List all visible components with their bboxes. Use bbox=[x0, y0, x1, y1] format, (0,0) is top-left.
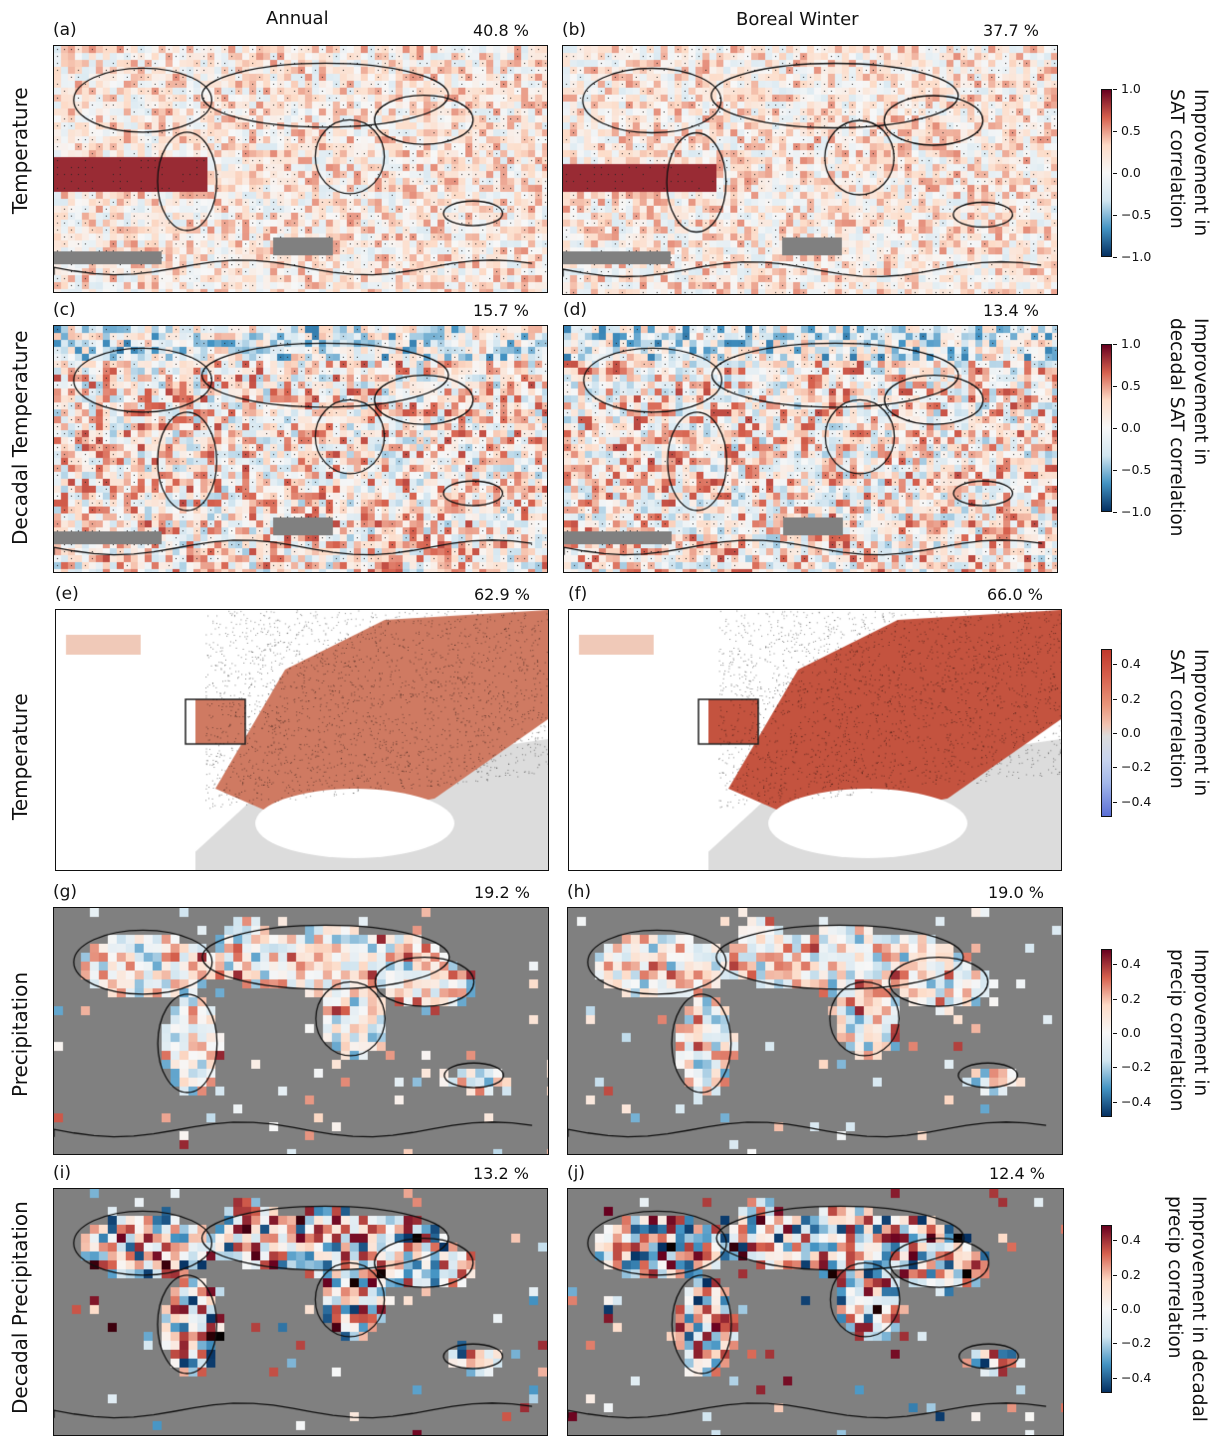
colorbar-tick: 1.0 bbox=[1113, 336, 1141, 351]
colorbar-label-line-1: Improvement in bbox=[1190, 89, 1211, 237]
colorbar-tick: −0.2 bbox=[1113, 1059, 1151, 1074]
map-canvas bbox=[563, 46, 1057, 294]
colorbar bbox=[1101, 649, 1112, 817]
map-canvas bbox=[54, 46, 547, 292]
panel-label: (f) bbox=[568, 584, 588, 604]
colorbar bbox=[1101, 1225, 1112, 1393]
colorbar-label-line-1: Improvement in bbox=[1190, 649, 1211, 797]
colorbar-tick: −0.2 bbox=[1113, 759, 1151, 774]
colorbar-label-line-2: precip correlation bbox=[1166, 949, 1187, 1112]
panel-percent: 15.7 % bbox=[473, 301, 529, 320]
colorbar-label-line-1: Improvement in bbox=[1190, 949, 1211, 1097]
row-label-temperature-europe: Temperature bbox=[8, 693, 32, 820]
colorbar-label-line-2: SAT correlation bbox=[1166, 649, 1187, 789]
panel-percent: 37.7 % bbox=[983, 21, 1039, 40]
colorbar-label-line-2: decadal SAT correlation bbox=[1166, 318, 1187, 537]
column-title-annual: Annual bbox=[266, 8, 329, 29]
colorbar-label: Improvement in SAT correlation bbox=[1164, 89, 1212, 236]
colorbar-tick: 0.0 bbox=[1113, 420, 1141, 435]
panel-label: (b) bbox=[562, 20, 587, 40]
panel-label: (j) bbox=[567, 1163, 585, 1183]
panel-label: (i) bbox=[53, 1163, 71, 1183]
panel-percent: 66.0 % bbox=[987, 585, 1043, 604]
panel-percent: 12.4 % bbox=[989, 1164, 1045, 1183]
panel-label: (e) bbox=[55, 584, 79, 604]
colorbar-label-line-1: Improvement in bbox=[1190, 318, 1211, 466]
panel-percent: 62.9 % bbox=[474, 585, 530, 604]
colorbar-tick: 0.0 bbox=[1113, 725, 1141, 740]
map-panel-d bbox=[563, 325, 1058, 573]
colorbar-tick: 0.2 bbox=[1113, 991, 1141, 1006]
panel-label: (d) bbox=[563, 300, 588, 320]
map-canvas bbox=[568, 1189, 1063, 1435]
colorbar-label: Improvement in decadal precip correlation bbox=[1162, 1196, 1210, 1422]
row-label-precipitation: Precipitation bbox=[8, 971, 32, 1097]
map-panel-e bbox=[55, 609, 549, 871]
map-panel-g bbox=[53, 907, 549, 1155]
map-panel-a bbox=[53, 45, 548, 293]
row-label-decadal-precipitation: Decadal Precipitation bbox=[8, 1201, 32, 1414]
colorbar-tick: −0.2 bbox=[1113, 1335, 1151, 1350]
map-canvas bbox=[564, 326, 1057, 572]
column-title-boreal-winter: Boreal Winter bbox=[736, 9, 859, 30]
panel-percent: 13.4 % bbox=[983, 301, 1039, 320]
colorbar-tick: −0.4 bbox=[1113, 1370, 1151, 1385]
colorbar-tick: −1.0 bbox=[1113, 249, 1151, 264]
map-canvas bbox=[54, 326, 547, 572]
panel-percent: 19.2 % bbox=[474, 883, 530, 902]
colorbar-tick: 0.2 bbox=[1113, 1267, 1141, 1282]
colorbar-tick: 1.0 bbox=[1113, 81, 1141, 96]
colorbar-tick: −1.0 bbox=[1113, 504, 1151, 519]
map-canvas bbox=[56, 610, 548, 870]
map-canvas bbox=[54, 1189, 547, 1435]
map-canvas bbox=[54, 908, 548, 1154]
panel-percent: 19.0 % bbox=[988, 883, 1044, 902]
colorbar-tick: 0.4 bbox=[1113, 656, 1141, 671]
colorbar-tick: 0.0 bbox=[1113, 1025, 1141, 1040]
colorbar-tick: −0.5 bbox=[1113, 207, 1151, 222]
colorbar bbox=[1101, 949, 1112, 1117]
map-canvas bbox=[568, 908, 1062, 1154]
map-panel-f bbox=[568, 609, 1062, 871]
colorbar-label: Improvement in decadal SAT correlation bbox=[1164, 318, 1212, 537]
map-panel-h bbox=[567, 907, 1063, 1155]
row-label-temperature: Temperature bbox=[8, 87, 32, 214]
colorbar-tick: 0.2 bbox=[1113, 691, 1141, 706]
map-panel-j bbox=[567, 1188, 1064, 1436]
map-panel-i bbox=[53, 1188, 548, 1436]
colorbar-tick: 0.0 bbox=[1113, 1301, 1141, 1316]
colorbar-tick: 0.4 bbox=[1113, 956, 1141, 971]
colorbar-label-line-2: SAT correlation bbox=[1166, 89, 1187, 229]
colorbar-tick: −0.4 bbox=[1113, 1094, 1151, 1109]
colorbar-tick: −0.4 bbox=[1113, 794, 1151, 809]
map-panel-c bbox=[53, 325, 548, 573]
colorbar-tick: 0.4 bbox=[1113, 1232, 1141, 1247]
panel-label: (c) bbox=[53, 300, 76, 320]
colorbar bbox=[1101, 89, 1112, 257]
colorbar-label: Improvement in precip correlation bbox=[1164, 949, 1212, 1112]
map-panel-b bbox=[562, 45, 1058, 295]
panel-label: (g) bbox=[53, 882, 78, 902]
panel-percent: 13.2 % bbox=[473, 1164, 529, 1183]
colorbar-label-line-1: Improvement in decadal bbox=[1188, 1196, 1209, 1422]
colorbar-tick: −0.5 bbox=[1113, 462, 1151, 477]
panel-label: (h) bbox=[567, 882, 592, 902]
row-label-decadal-temperature: Decadal Temperature bbox=[8, 330, 32, 545]
panel-label: (a) bbox=[53, 20, 77, 40]
colorbar-label: Improvement in SAT correlation bbox=[1164, 649, 1212, 796]
colorbar-label-line-2: precip correlation bbox=[1164, 1196, 1185, 1359]
colorbar-tick: 0.5 bbox=[1113, 123, 1141, 138]
panel-percent: 40.8 % bbox=[473, 21, 529, 40]
colorbar-tick: 0.0 bbox=[1113, 165, 1141, 180]
map-canvas bbox=[569, 610, 1061, 870]
colorbar-tick: 0.5 bbox=[1113, 378, 1141, 393]
colorbar bbox=[1101, 344, 1112, 512]
